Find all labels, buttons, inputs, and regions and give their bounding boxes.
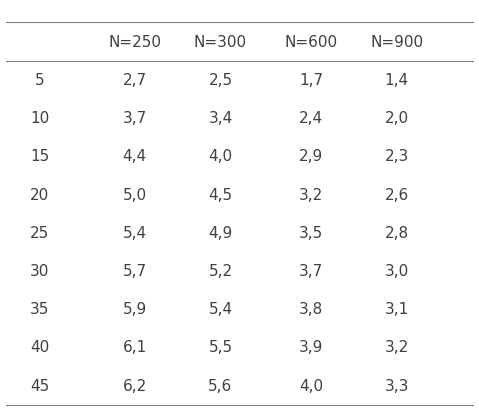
Text: 5,7: 5,7	[123, 264, 147, 279]
Text: 20: 20	[30, 188, 49, 203]
Text: 3,8: 3,8	[299, 302, 323, 317]
Text: 6,1: 6,1	[123, 340, 147, 356]
Text: 10: 10	[30, 111, 49, 126]
Text: 4,9: 4,9	[208, 226, 233, 241]
Text: 3,4: 3,4	[208, 111, 233, 126]
Text: 5,9: 5,9	[123, 302, 147, 317]
Text: 5,6: 5,6	[208, 379, 233, 394]
Text: 2,9: 2,9	[299, 149, 323, 164]
Text: 3,7: 3,7	[123, 111, 147, 126]
Text: 6,2: 6,2	[123, 379, 147, 394]
Text: 4,0: 4,0	[299, 379, 323, 394]
Text: N=900: N=900	[370, 35, 423, 50]
Text: 30: 30	[30, 264, 49, 279]
Text: 2,6: 2,6	[385, 188, 409, 203]
Text: 2,7: 2,7	[123, 73, 147, 88]
Text: 25: 25	[30, 226, 49, 241]
Text: 3,9: 3,9	[299, 340, 323, 356]
Text: 5,2: 5,2	[208, 264, 232, 279]
Text: 4,5: 4,5	[208, 188, 232, 203]
Text: 2,5: 2,5	[208, 73, 232, 88]
Text: 1,4: 1,4	[385, 73, 409, 88]
Text: 5: 5	[34, 73, 44, 88]
Text: 3,0: 3,0	[385, 264, 409, 279]
Text: 3,2: 3,2	[299, 188, 323, 203]
Text: 4,4: 4,4	[123, 149, 147, 164]
Text: N=600: N=600	[285, 35, 338, 50]
Text: 3,3: 3,3	[385, 379, 409, 394]
Text: N=300: N=300	[194, 35, 247, 50]
Text: 2,0: 2,0	[385, 111, 409, 126]
Text: 2,8: 2,8	[385, 226, 409, 241]
Text: 3,2: 3,2	[385, 340, 409, 356]
Text: 5,4: 5,4	[123, 226, 147, 241]
Text: 1,7: 1,7	[299, 73, 323, 88]
Text: 35: 35	[30, 302, 49, 317]
Text: 3,7: 3,7	[299, 264, 323, 279]
Text: 5,4: 5,4	[208, 302, 232, 317]
Text: 4,0: 4,0	[208, 149, 232, 164]
Text: 2,3: 2,3	[385, 149, 409, 164]
Text: 5,5: 5,5	[208, 340, 232, 356]
Text: 2,4: 2,4	[299, 111, 323, 126]
Text: 3,5: 3,5	[299, 226, 323, 241]
Text: N=250: N=250	[108, 35, 161, 50]
Text: 15: 15	[30, 149, 49, 164]
Text: 3,1: 3,1	[385, 302, 409, 317]
Text: 40: 40	[30, 340, 49, 356]
Text: 45: 45	[30, 379, 49, 394]
Text: 5,0: 5,0	[123, 188, 147, 203]
